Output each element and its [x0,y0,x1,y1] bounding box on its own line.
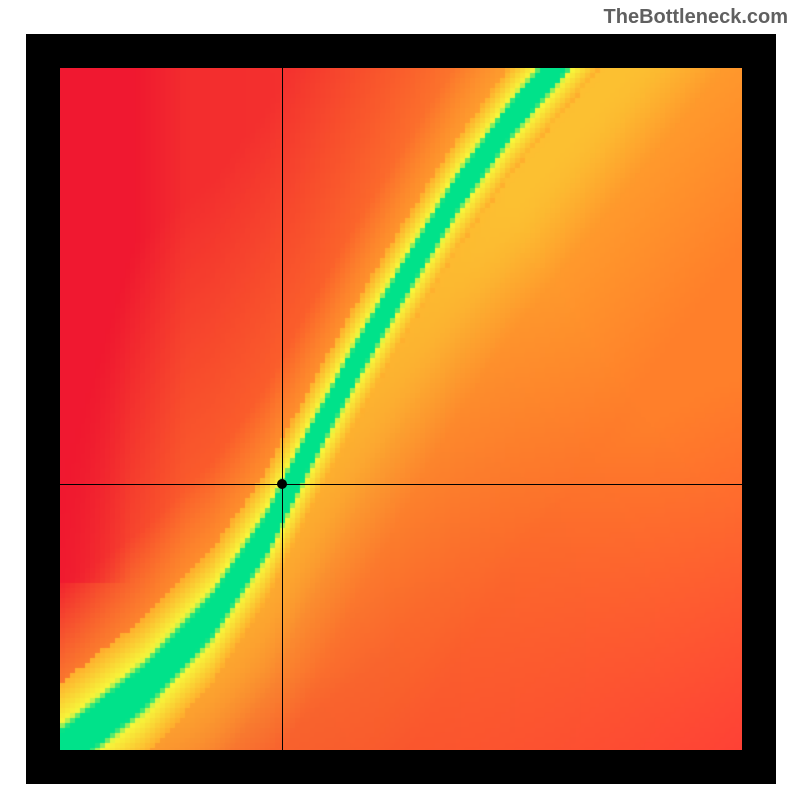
crosshair-horizontal [60,484,742,485]
heatmap-plot-area [60,68,742,750]
heatmap-canvas [60,68,742,750]
crosshair-vertical [282,68,283,750]
crosshair-marker-dot [277,479,287,489]
chart-container: TheBottleneck.com [0,0,800,800]
watermark-text: TheBottleneck.com [604,6,788,29]
